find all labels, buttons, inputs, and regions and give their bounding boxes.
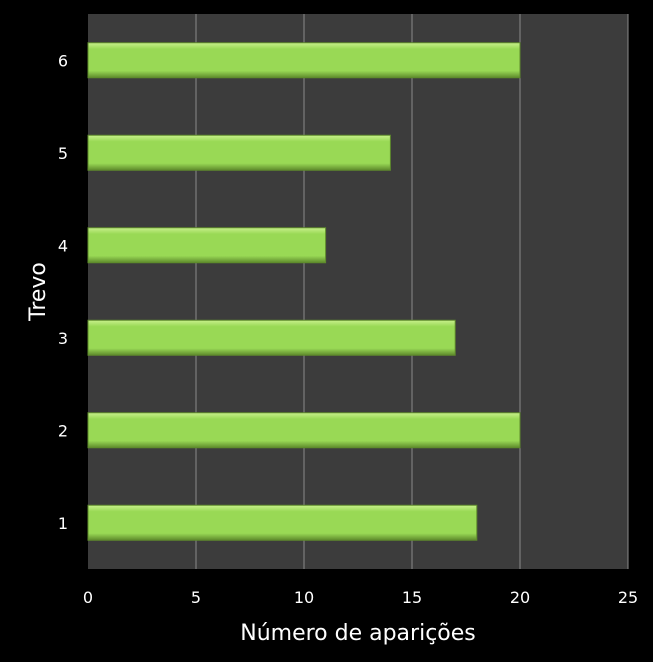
- x-tick-label: 15: [402, 588, 422, 607]
- bars: [87, 42, 521, 541]
- y-tick-label: 5: [58, 144, 68, 163]
- x-tick-label: 20: [510, 588, 530, 607]
- y-tick-label: 6: [58, 51, 68, 70]
- x-axis-title: Número de aparições: [240, 621, 476, 646]
- bar-3: [87, 319, 456, 356]
- y-tick-label: 2: [58, 421, 68, 440]
- y-tick-label: 1: [58, 514, 68, 533]
- y-axis-title: Trevo: [26, 262, 51, 322]
- x-tick-label: 10: [294, 588, 314, 607]
- bar-5: [87, 134, 391, 171]
- bar-2: [87, 412, 521, 449]
- y-tick-label: 3: [58, 329, 68, 348]
- x-tick-label: 25: [618, 588, 638, 607]
- bar-6: [87, 42, 521, 79]
- bar-4: [87, 227, 327, 264]
- y-tick-label: 4: [58, 236, 68, 255]
- plot-area: [88, 14, 628, 569]
- bar-1: [87, 504, 478, 541]
- x-axis-ticks: 0 5 10 15 20 25: [83, 588, 638, 607]
- x-tick-label: 0: [83, 588, 93, 607]
- gridlines: [195, 14, 629, 569]
- x-tick-label: 5: [191, 588, 201, 607]
- y-axis-ticks: 1 2 3 4 5 6: [58, 51, 68, 533]
